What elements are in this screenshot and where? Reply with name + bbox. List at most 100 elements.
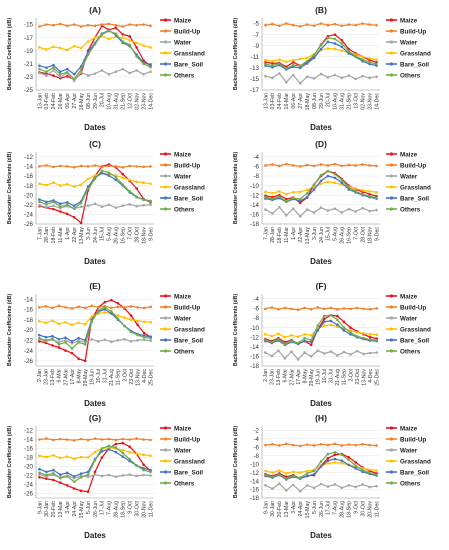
data-point bbox=[284, 197, 288, 201]
data-point bbox=[349, 329, 352, 332]
data-point bbox=[52, 66, 55, 70]
data-point bbox=[278, 444, 281, 447]
y-tick-label: -22 bbox=[24, 202, 34, 209]
y-tick-label: -18 bbox=[24, 317, 34, 324]
data-point bbox=[362, 336, 365, 340]
data-point bbox=[45, 72, 48, 75]
data-point bbox=[312, 188, 316, 191]
x-tick-label: 11-Mar bbox=[58, 227, 64, 243]
data-point bbox=[375, 164, 378, 168]
data-point bbox=[38, 71, 41, 75]
series-line-build-up bbox=[39, 305, 151, 310]
data-point bbox=[284, 489, 288, 492]
x-tick-label: 10-Aug bbox=[107, 93, 113, 110]
data-point bbox=[142, 453, 145, 457]
data-point bbox=[93, 177, 97, 181]
data-point bbox=[38, 67, 41, 71]
x-tick-label: 28-Aug bbox=[114, 501, 120, 518]
data-point bbox=[128, 473, 132, 476]
data-point bbox=[129, 314, 133, 317]
legend-marker bbox=[389, 327, 394, 331]
data-point bbox=[52, 74, 55, 77]
data-point bbox=[303, 339, 306, 343]
data-point bbox=[340, 453, 344, 457]
data-point bbox=[37, 340, 41, 343]
y-tick-label: -10 bbox=[250, 461, 260, 468]
legend-label: Others bbox=[400, 206, 421, 213]
legend-marker bbox=[389, 152, 394, 156]
y-tick-label: -16 bbox=[24, 307, 34, 314]
data-point bbox=[284, 442, 288, 446]
x-tick-label: 24-Apr bbox=[298, 501, 304, 517]
data-point bbox=[142, 62, 145, 66]
data-point bbox=[278, 472, 281, 476]
y-tick-label: -18 bbox=[250, 363, 260, 370]
data-point bbox=[58, 437, 62, 441]
legend-marker bbox=[389, 40, 394, 44]
data-point bbox=[37, 333, 41, 337]
data-point bbox=[93, 174, 97, 177]
data-point bbox=[354, 54, 358, 58]
data-point bbox=[340, 211, 344, 214]
legend-label: Bare_Soil bbox=[400, 195, 429, 202]
legend-label: Bare_Soil bbox=[174, 195, 203, 202]
data-point bbox=[114, 165, 118, 168]
legend-marker bbox=[389, 29, 394, 33]
y-tick-label: -10 bbox=[250, 183, 260, 190]
chart-panel-5: (E) Backscatter Coefficients (dB) -14 -16 -1… bbox=[4, 278, 222, 410]
data-point bbox=[375, 196, 378, 199]
data-point bbox=[135, 437, 138, 440]
x-tick-label: 7-Oct bbox=[354, 226, 360, 239]
data-point bbox=[278, 190, 281, 193]
legend-label: Build-Up bbox=[400, 162, 426, 169]
data-point bbox=[291, 164, 295, 167]
x-tick-label: 20-Jul bbox=[326, 93, 332, 107]
data-point bbox=[96, 340, 100, 343]
data-point bbox=[107, 37, 111, 41]
data-point bbox=[305, 483, 309, 487]
x-tick-label: 3-Apr bbox=[291, 501, 297, 514]
legend-label: Grassland bbox=[400, 50, 431, 57]
legend-entry: Others bbox=[386, 72, 421, 79]
x-tick-label: 19-Jun bbox=[90, 369, 96, 385]
data-point bbox=[264, 74, 267, 78]
x-tick-label: 5-Jun bbox=[312, 501, 318, 514]
data-point bbox=[342, 350, 346, 354]
chart-panel-1: (A) Backscatter Coefficients (dB) -15 -17 -1… bbox=[4, 2, 222, 134]
data-point bbox=[375, 473, 378, 477]
y-tick-label: -24 bbox=[24, 348, 34, 355]
x-tick-label: 03-Feb bbox=[44, 93, 50, 110]
data-point bbox=[368, 468, 371, 471]
data-point bbox=[58, 75, 62, 79]
legend-label: Maize bbox=[400, 425, 418, 432]
data-point bbox=[52, 181, 55, 185]
legend-marker bbox=[163, 73, 168, 77]
data-point bbox=[298, 197, 302, 201]
legend-entry: Others bbox=[160, 480, 195, 487]
data-point bbox=[135, 187, 138, 190]
data-point bbox=[128, 203, 132, 206]
legend-entry: Build-Up bbox=[386, 436, 426, 443]
data-point bbox=[349, 331, 352, 334]
x-tick-label: 7-Oct bbox=[128, 226, 134, 239]
data-point bbox=[121, 204, 125, 208]
data-point bbox=[142, 468, 145, 472]
legend-label: Water bbox=[400, 447, 418, 454]
legend-label: Maize bbox=[174, 425, 192, 432]
data-point bbox=[103, 311, 107, 314]
legend-marker bbox=[163, 40, 168, 44]
data-point bbox=[329, 323, 333, 327]
data-point bbox=[284, 477, 288, 480]
legend-entry: Grassland bbox=[386, 458, 431, 465]
data-point bbox=[319, 465, 323, 468]
data-point bbox=[107, 448, 111, 451]
data-point bbox=[283, 335, 287, 339]
data-point bbox=[342, 320, 346, 324]
data-point bbox=[107, 437, 111, 441]
legend-label: Build-Up bbox=[400, 28, 426, 35]
data-point bbox=[72, 215, 76, 219]
data-point bbox=[264, 469, 267, 473]
data-point bbox=[65, 182, 69, 186]
data-point bbox=[305, 59, 309, 63]
data-point bbox=[270, 334, 274, 338]
